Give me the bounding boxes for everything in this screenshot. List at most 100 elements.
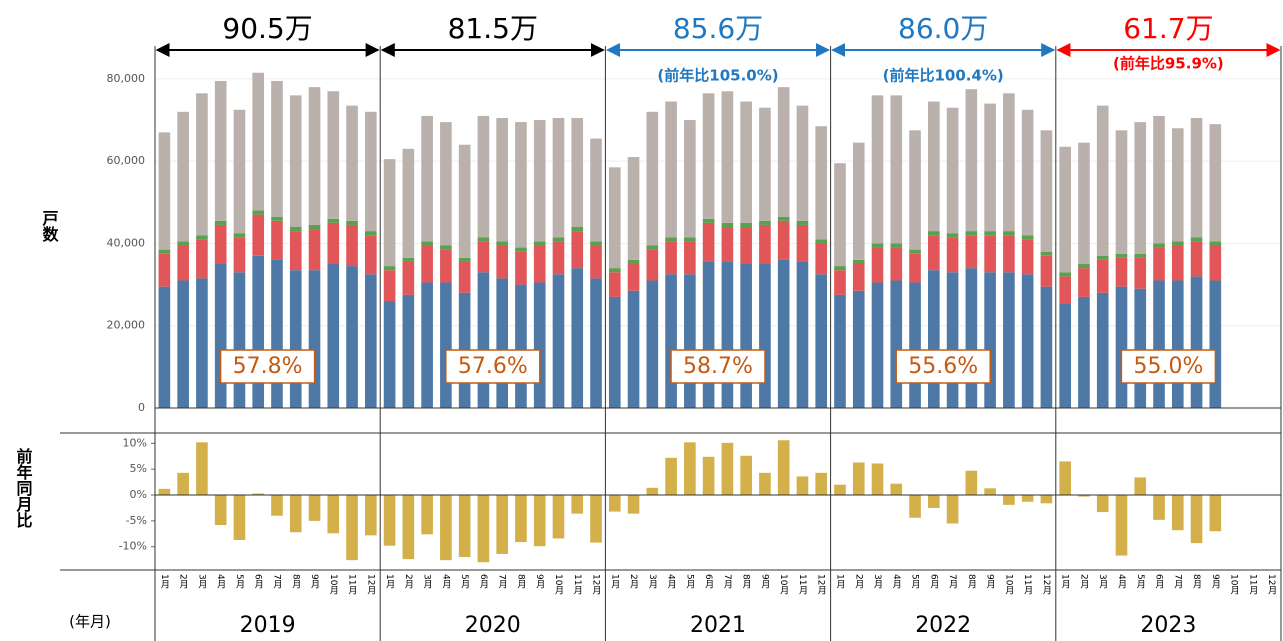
bar-segment xyxy=(496,245,509,279)
bar-segment xyxy=(383,270,396,302)
x-tick-label: 4月 xyxy=(440,574,451,590)
bar-segment xyxy=(721,91,734,223)
bar-segment xyxy=(346,220,358,225)
year-label: 2022 xyxy=(915,613,971,638)
bar-segment xyxy=(984,272,996,408)
bar-segment xyxy=(608,272,621,297)
x-tick-label: 1月 xyxy=(609,574,620,590)
bar-segment xyxy=(759,264,771,408)
bar xyxy=(458,495,471,558)
bar-segment xyxy=(440,249,452,283)
bar xyxy=(1171,495,1184,531)
x-tick-label: 10月 xyxy=(553,574,564,595)
bar-segment xyxy=(1021,235,1034,240)
bar-segment xyxy=(271,220,283,260)
bar-segment xyxy=(627,264,640,291)
bar xyxy=(1134,477,1147,496)
bar-segment xyxy=(684,274,696,408)
bar-segment xyxy=(1003,231,1015,236)
bar-segment xyxy=(646,249,659,281)
bar xyxy=(852,462,865,496)
bar xyxy=(421,495,433,535)
x-tick-label: 2月 xyxy=(403,574,414,590)
bar-segment xyxy=(1059,272,1072,277)
bar-segment xyxy=(552,117,565,238)
bar-segment xyxy=(421,241,433,246)
x-tick-label: 2月 xyxy=(628,574,639,590)
bar-segment xyxy=(590,278,602,408)
bar xyxy=(627,495,640,514)
bar-segment xyxy=(289,231,302,271)
bar-segment xyxy=(1040,251,1053,256)
x-tick-label: 3月 xyxy=(1097,574,1108,590)
bar-segment xyxy=(421,282,433,408)
bar xyxy=(1040,495,1053,504)
bar-segment xyxy=(965,268,978,408)
bar xyxy=(1153,495,1165,520)
bar-segment xyxy=(515,251,527,285)
bar xyxy=(440,495,452,561)
bar-segment xyxy=(421,115,433,242)
bar-segment xyxy=(684,120,696,238)
x-tick-label: 2月 xyxy=(1078,574,1089,590)
bar-segment xyxy=(1134,122,1147,254)
bar-segment xyxy=(834,270,846,295)
bar-segment xyxy=(346,105,358,221)
bar-segment xyxy=(946,107,959,234)
bar xyxy=(214,495,227,526)
bar-segment xyxy=(1171,280,1184,408)
bar-segment xyxy=(1171,245,1184,281)
x-tick-label: 8月 xyxy=(515,574,526,590)
bar-segment xyxy=(627,290,640,408)
bar-segment xyxy=(909,130,921,250)
bar xyxy=(871,463,884,496)
bar-segment xyxy=(1115,253,1128,258)
bar xyxy=(796,476,809,496)
x-tick-label: 1月 xyxy=(1060,574,1071,590)
share-label: 55.0% xyxy=(1133,354,1203,379)
bar xyxy=(289,495,302,533)
bar-segment xyxy=(214,80,227,221)
bar-segment xyxy=(796,220,809,225)
x-tick-label: 9月 xyxy=(534,574,545,590)
y-tick-label: 40,000 xyxy=(107,236,146,249)
bar-segment xyxy=(1059,303,1072,408)
y-axis-label: 前年同月比 xyxy=(14,447,34,529)
x-tick-label: 10月 xyxy=(1003,574,1014,595)
bar xyxy=(177,472,189,496)
bar xyxy=(721,442,734,496)
y-tick-label: 0 xyxy=(138,401,145,414)
bar-segment xyxy=(984,235,996,273)
x-tick-label: 12月 xyxy=(1266,574,1277,595)
bar-segment xyxy=(552,274,565,408)
bar-segment xyxy=(1078,268,1090,297)
yoy-note: (前年比105.0%) xyxy=(657,67,778,85)
bar-segment xyxy=(271,216,283,221)
bar-segment xyxy=(871,243,884,248)
bar-segment xyxy=(684,237,696,242)
bar-segment xyxy=(496,278,509,408)
bar xyxy=(665,457,677,496)
x-tick-label: 12月 xyxy=(365,574,376,595)
bar-segment xyxy=(196,93,208,236)
bar xyxy=(1021,495,1034,502)
bar-segment xyxy=(927,235,940,271)
bar-segment xyxy=(946,233,959,238)
bar-segment xyxy=(1021,239,1034,275)
bar-segment xyxy=(177,245,189,281)
bar-segment xyxy=(477,241,490,273)
bar-segment xyxy=(214,220,227,225)
bar-segment xyxy=(233,233,246,238)
bar-segment xyxy=(871,282,884,408)
x-tick-label: 7月 xyxy=(1172,574,1183,590)
bar-segment xyxy=(477,115,490,238)
x-tick-label: 4月 xyxy=(891,574,902,590)
bar xyxy=(984,488,996,496)
share-label: 58.7% xyxy=(683,354,753,379)
x-tick-label: 10月 xyxy=(328,574,339,595)
y-tick-label: -10% xyxy=(119,540,147,553)
bar xyxy=(571,495,584,514)
bar-segment xyxy=(289,227,302,232)
bar xyxy=(965,470,978,496)
